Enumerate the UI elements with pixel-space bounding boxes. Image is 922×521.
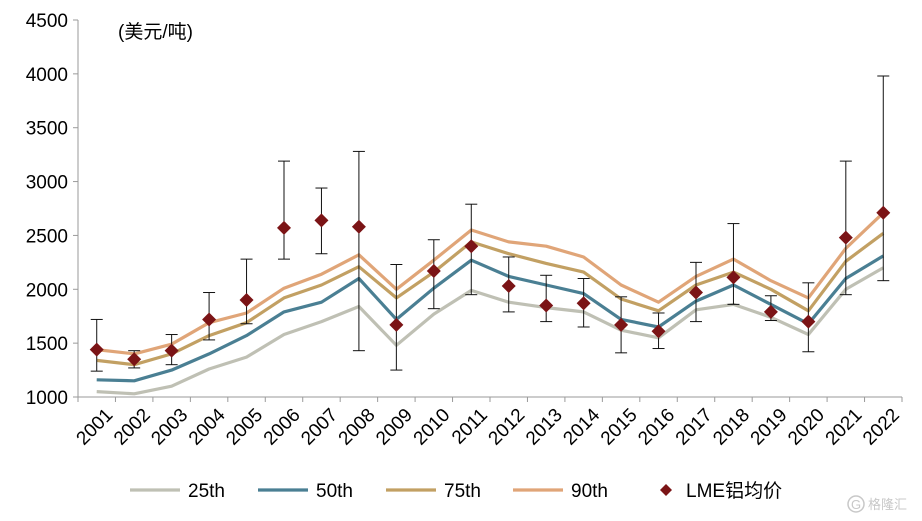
- series-line-90th: [96, 211, 885, 356]
- unit-label: (美元/吨): [118, 21, 193, 43]
- x-tick-label: 2001: [73, 405, 118, 450]
- x-tick-label: 2022: [859, 405, 904, 450]
- legend: 25th 50th 75th 90th LME铝均价: [130, 480, 782, 502]
- price-marker: [464, 239, 479, 254]
- x-tick-label: 2007: [297, 405, 342, 450]
- price-marker: [651, 324, 666, 339]
- x-tick-label: 2014: [559, 404, 604, 449]
- price-markers: [89, 205, 891, 367]
- watermark: G 格隆汇: [847, 495, 907, 513]
- legend-swatch-price: [660, 484, 672, 496]
- y-tick-label: 3000: [26, 173, 68, 194]
- series-line-75th: [96, 232, 885, 367]
- x-tick-label: 2006: [260, 405, 305, 450]
- price-marker: [689, 285, 703, 300]
- x-tick-label: 2003: [147, 405, 192, 450]
- x-tick-label: 2013: [522, 405, 567, 450]
- legend-label-50th: 50th: [316, 481, 353, 502]
- x-tick-label: 2016: [634, 405, 679, 450]
- y-tick-label: 2000: [26, 280, 68, 301]
- watermark-text: 格隆汇: [868, 497, 907, 512]
- x-tick-label: 2012: [485, 405, 530, 450]
- x-tick-label: 2019: [747, 405, 792, 450]
- price-marker: [876, 205, 891, 220]
- x-tick-label: 2018: [709, 405, 754, 450]
- x-tick-label: 2009: [372, 405, 417, 450]
- price-marker: [801, 314, 816, 329]
- y-tick-label: 1500: [26, 334, 68, 355]
- y-tick-label: 4500: [26, 11, 68, 32]
- price-marker: [239, 293, 254, 308]
- x-tick-label: 2002: [110, 405, 155, 450]
- series-line-50th: [96, 254, 885, 383]
- y-tick-label: 3500: [26, 119, 68, 140]
- price-marker: [314, 213, 329, 228]
- legend-label-90th: 90th: [571, 481, 608, 502]
- x-ticks: 2001200220032004200520062007200820092010…: [73, 397, 904, 449]
- price-marker: [426, 263, 441, 278]
- x-tick-label: 2021: [822, 405, 867, 450]
- series-line-25th: [96, 266, 885, 396]
- legend-label-price: LME铝均价: [686, 480, 782, 502]
- price-marker: [277, 220, 291, 235]
- series-lines: [96, 211, 885, 396]
- x-tick-label: 2005: [222, 405, 267, 450]
- price-marker: [576, 296, 591, 311]
- x-tick-label: 2011: [448, 405, 492, 449]
- legend-label-25th: 25th: [188, 481, 225, 502]
- price-marker: [763, 304, 778, 319]
- y-tick-label: 1000: [26, 388, 68, 409]
- y-tick-label: 4000: [26, 65, 68, 86]
- y-tick-label: 2500: [26, 226, 68, 247]
- watermark-logo-icon: [847, 495, 865, 513]
- price-marker: [838, 230, 853, 245]
- price-marker: [614, 317, 629, 332]
- x-tick-label: 2020: [784, 405, 829, 450]
- x-tick-label: 2017: [672, 405, 717, 450]
- error-bars: [90, 75, 890, 372]
- watermark-symbol: G: [851, 497, 861, 512]
- price-marker: [164, 343, 179, 358]
- x-tick-label: 2015: [597, 405, 642, 450]
- price-marker: [202, 312, 217, 327]
- price-marker: [351, 219, 366, 234]
- price-marker: [389, 317, 404, 332]
- y-ticks: 1000 1500 2000 2500 3000 3500 4000 4500: [26, 11, 78, 409]
- legend-label-75th: 75th: [444, 481, 481, 502]
- price-marker: [726, 270, 741, 285]
- price-marker: [501, 279, 516, 294]
- x-tick-label: 2004: [185, 404, 230, 449]
- price-marker: [89, 342, 104, 357]
- price-marker: [539, 298, 554, 313]
- x-tick-label: 2008: [335, 405, 380, 450]
- price-marker: [127, 352, 142, 367]
- x-tick-label: 2010: [410, 405, 455, 450]
